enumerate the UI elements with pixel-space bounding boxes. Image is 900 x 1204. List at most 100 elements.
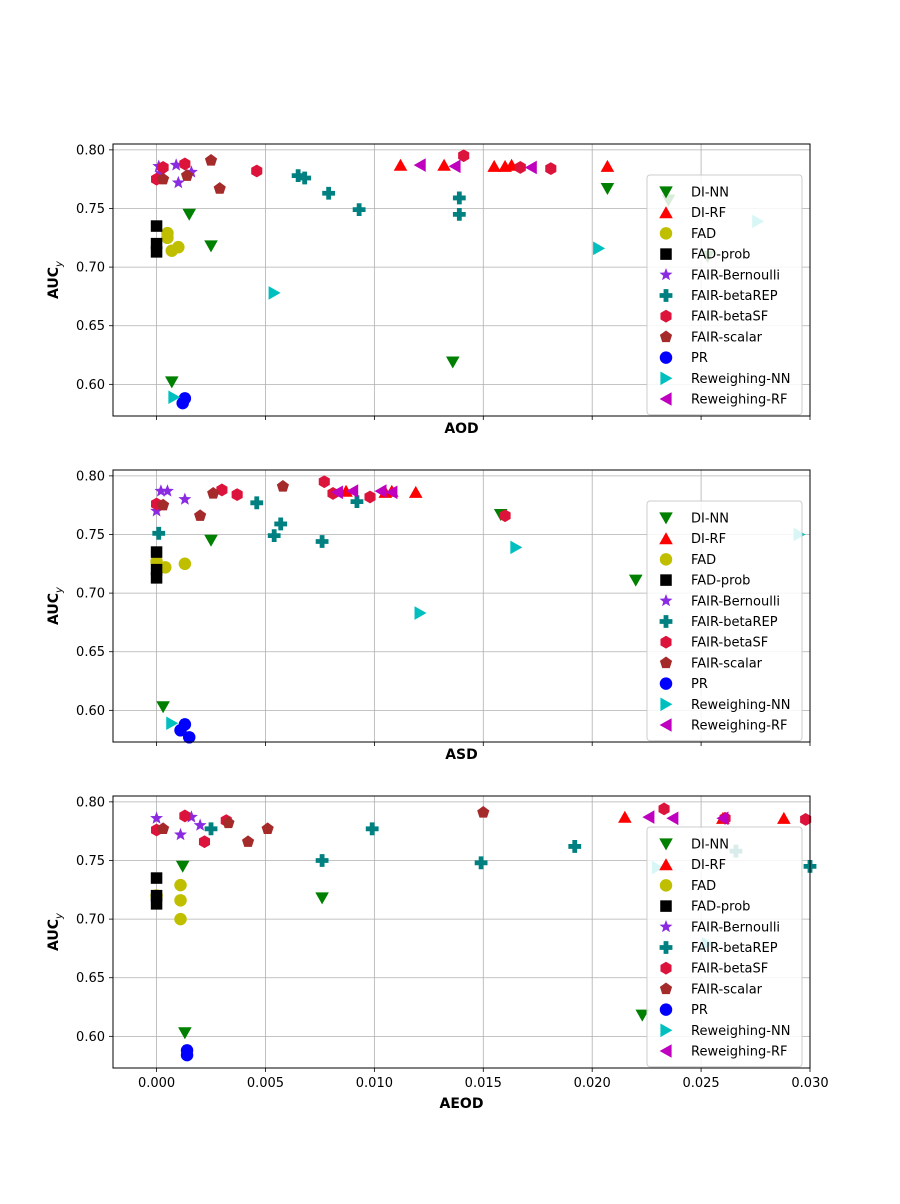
legend-marker-pr	[659, 1003, 673, 1016]
point-fair-betarep	[291, 169, 305, 183]
legend-item-fair-betarep: FAIR-betaREP	[659, 289, 778, 304]
point-fair-bernoulli	[174, 827, 187, 841]
point-di-nn	[178, 1027, 192, 1040]
y-tick-label: 0.65	[76, 319, 105, 334]
point-fair-betasf	[514, 161, 526, 174]
legend-label: FAD	[691, 553, 716, 568]
legend-marker-fair-bernoulli	[659, 268, 673, 281]
legend-item-fair-betasf: FAIR-betaSF	[660, 310, 768, 325]
y-axis-label-subscript: y	[54, 260, 65, 268]
x-tick-label: 0.015	[465, 1076, 502, 1091]
legend-label: FAIR-betaREP	[691, 941, 778, 956]
legend-box	[646, 826, 803, 1068]
series-fair-scalar	[157, 154, 226, 194]
legend-label: Reweighing-NN	[691, 372, 790, 387]
legend-marker-fad-prob	[660, 574, 672, 586]
legend-item-fad: FAD	[659, 553, 716, 568]
legend-label: FAIR-betaREP	[691, 615, 778, 630]
y-axis-label-main: AUC	[46, 919, 62, 951]
point-di-rf	[487, 159, 501, 172]
legend-marker-di-rf	[659, 858, 673, 871]
point-di-nn	[204, 534, 218, 547]
point-fair-bernoulli	[160, 484, 174, 497]
legend-marker-di-nn	[659, 512, 673, 525]
legend-item-reweighing-nn: Reweighing-NN	[660, 697, 790, 713]
series-fair-betarep	[152, 495, 364, 548]
legend-label: Reweighing-NN	[691, 1024, 790, 1039]
legend-item-di-rf: DI-RF	[659, 206, 726, 221]
x-axis-label: AOD	[444, 421, 478, 437]
series-di-rf	[393, 158, 615, 172]
point-fair-scalar	[157, 172, 170, 185]
point-fair-betarep	[352, 203, 366, 217]
y-tick-label: 0.75	[76, 528, 105, 543]
point-di-rf	[393, 158, 408, 171]
point-fair-betasf	[216, 483, 228, 497]
point-reweighing-rf	[666, 811, 679, 826]
legend-item-reweighing-rf: Reweighing-RF	[659, 392, 787, 408]
point-pr	[178, 392, 192, 405]
series-fair-bernoulli	[150, 810, 207, 841]
point-reweighing-rf	[413, 158, 426, 172]
legend-label: DI-RF	[691, 532, 726, 547]
legend-label: FAD-prob	[691, 900, 750, 915]
y-tick-label: 0.70	[76, 587, 105, 602]
legend: DI-NN DI-RF FAD FAD-prob FAIR-Bernoulli FAIR-…	[646, 826, 803, 1068]
legend-item-pr: PR	[659, 677, 708, 692]
point-fair-scalar	[477, 806, 490, 818]
y-tick-label: 0.65	[76, 645, 105, 660]
point-fad-prob	[150, 246, 163, 258]
legend-marker-fad-prob	[660, 900, 672, 912]
point-fair-betasf	[157, 161, 169, 174]
legend-item-fair-scalar: FAIR-scalar	[659, 982, 763, 997]
legend-marker-fair-scalar	[659, 982, 673, 995]
point-fad-prob	[150, 889, 163, 902]
series-fair-scalar	[157, 806, 490, 847]
point-fad	[174, 912, 187, 926]
point-fair-betarep	[474, 856, 488, 870]
series-di-nn	[165, 182, 715, 389]
point-fair-scalar	[180, 169, 194, 181]
legend-label: FAIR-Bernoulli	[691, 594, 780, 609]
legend-label: FAIR-scalar	[691, 330, 763, 345]
legend-marker-fair-betarep	[659, 941, 673, 954]
series-fair-betarep	[291, 169, 466, 221]
legend-label: Reweighing-RF	[691, 1045, 787, 1060]
point-fad-prob	[150, 546, 163, 558]
legend-item-fair-bernoulli: FAIR-Bernoulli	[659, 268, 780, 283]
x-axis-label: AEOD	[440, 1096, 484, 1112]
series-fair-scalar	[157, 480, 289, 521]
point-pr	[182, 731, 196, 744]
point-fair-betarep	[204, 822, 218, 836]
point-fair-scalar	[261, 822, 274, 835]
legend-label: FAIR-Bernoulli	[691, 268, 780, 283]
legend-item-fair-betarep: FAIR-betaREP	[659, 941, 778, 956]
legend-marker-reweighing-nn	[660, 371, 673, 386]
plot-frame	[112, 795, 811, 1069]
legend-marker-reweighing-rf	[659, 1044, 672, 1058]
point-di-nn	[182, 208, 197, 221]
legend-marker-reweighing-nn	[660, 1023, 673, 1038]
point-reweighing-rf	[346, 484, 359, 498]
point-fair-bernoulli	[178, 492, 192, 505]
point-di-nn	[165, 376, 179, 389]
point-di-nn	[156, 701, 170, 714]
y-tick-label: 0.70	[76, 913, 105, 928]
point-fair-betarep	[152, 526, 166, 540]
legend-item-fad: FAD	[659, 227, 716, 242]
legend-marker-fair-scalar	[659, 656, 673, 669]
point-pr	[178, 718, 192, 731]
legend-label: FAD-prob	[691, 574, 750, 589]
legend: DI-NN DI-RF FAD FAD-prob FAIR-Bernoulli FAIR-…	[646, 174, 803, 416]
point-di-nn	[600, 182, 615, 195]
series-reweighing-rf	[413, 158, 537, 175]
point-reweighing-rf	[385, 485, 398, 500]
legend-item-fad-prob: FAD-prob	[660, 248, 750, 263]
x-tick-label: 0.025	[682, 1076, 719, 1091]
point-fad-prob	[150, 572, 163, 584]
legend-label: FAIR-betaSF	[691, 310, 768, 325]
legend-label: FAD	[691, 227, 716, 242]
point-fair-bernoulli	[154, 166, 168, 179]
point-fair-scalar	[194, 509, 207, 521]
point-fair-betasf	[658, 802, 670, 816]
